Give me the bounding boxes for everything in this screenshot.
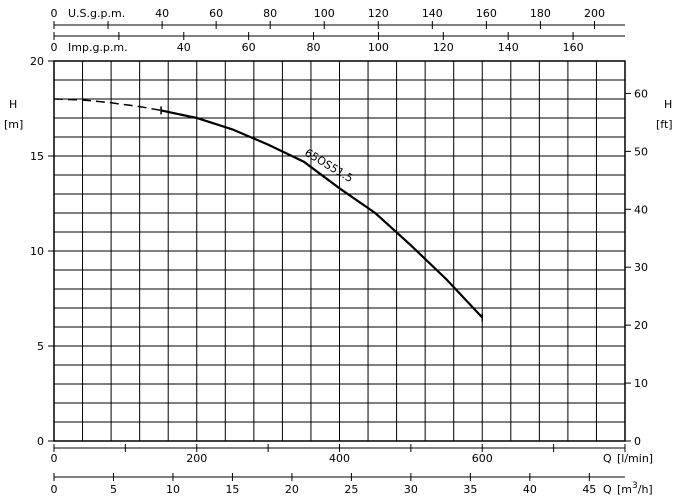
top-axis-us-gpm-tick-label: 80	[263, 7, 277, 20]
left-axis-unit: [m]	[4, 118, 23, 131]
right-axis-tick-label: 20	[634, 319, 648, 332]
bottom-axis-lmin-tick-label: 600	[472, 452, 493, 465]
bottom-axis-m3h-unit-suffix: /h]	[638, 483, 653, 496]
right-axis-tick-label: 10	[634, 377, 648, 390]
bottom-axis-m3h-tick-label: 20	[285, 483, 299, 496]
left-axis-tick-label: 10	[30, 245, 44, 258]
top-axis-imp-gpm-tick-label: 140	[498, 41, 519, 54]
bottom-axis-m3h-unit-prefix: [m	[617, 483, 632, 496]
bottom-axis-m3h-tick-label: 30	[404, 483, 418, 496]
left-axis-m: H [m] 0 5 10 15 20	[4, 55, 54, 448]
right-axis-ft: H [ft] 0 10 20 30 40 50 60	[625, 87, 673, 448]
left-axis-tick-label: 15	[30, 150, 44, 163]
top-axis-imp-gpm-label: Imp.g.p.m.	[68, 41, 128, 54]
top-axis-us-gpm-tick-label: 0	[51, 7, 58, 20]
bottom-axis-m3h-tick-label: 35	[463, 483, 477, 496]
bottom-axis-m3h-tick-label: 25	[344, 483, 358, 496]
right-axis-tick-label: 50	[634, 145, 648, 158]
bottom-axis-lmin-tick-label: 0	[51, 452, 58, 465]
bottom-axis-m3h-tick-label: 10	[166, 483, 180, 496]
bottom-axis-m3h-tick-label: 0	[51, 483, 58, 496]
top-axis-us-gpm-tick-label: 140	[422, 7, 443, 20]
bottom-axis-m3h-tick-label: 15	[225, 483, 239, 496]
top-axis-us-gpm-label: U.S.g.p.m.	[68, 7, 125, 20]
top-axis-imp-gpm-tick-label: 40	[177, 41, 191, 54]
right-axis-tick-label: 30	[634, 261, 648, 274]
top-axis-us-gpm-tick-label: 200	[584, 7, 605, 20]
bottom-axis-m3h-tick-label: 40	[523, 483, 537, 496]
right-axis-tick-label: 60	[634, 87, 648, 100]
top-axis-us-gpm-tick-label: 40	[155, 7, 169, 20]
left-axis-label: H	[9, 98, 17, 111]
bottom-axis-lmin-label: Q	[603, 452, 612, 465]
top-axis-imp-gpm: Imp.g.p.m. 0 40 60 80 100 120 140 160	[51, 32, 625, 54]
bottom-axis-m3h-label: Q	[603, 483, 612, 496]
left-axis-tick-label: 5	[37, 340, 44, 353]
top-axis-us-gpm-tick-label: 120	[368, 7, 389, 20]
right-axis-tick-label: 0	[634, 435, 641, 448]
bottom-axis-m3h-unit: [m3/h]	[617, 481, 653, 496]
top-axis-us-gpm-tick-label: 60	[209, 7, 223, 20]
bottom-axis-m3h-tick-label: 5	[110, 483, 117, 496]
bottom-axis-m3h: Q [m3/h] 0 5 10 15 20 25 30 35 40 45	[51, 473, 653, 496]
right-axis-label: H	[664, 98, 672, 111]
top-axis-us-gpm: U.S.g.p.m. 0 40 60 80 100 120 140 160 180 200	[51, 7, 625, 29]
top-axis-us-gpm-tick-label: 180	[530, 7, 551, 20]
left-axis-tick-label: 0	[37, 435, 44, 448]
bottom-axis-m3h-tick-label: 45	[582, 483, 596, 496]
top-axis-imp-gpm-tick-label: 0	[51, 41, 58, 54]
left-axis-tick-label: 20	[30, 55, 44, 68]
top-axis-imp-gpm-tick-label: 100	[368, 41, 389, 54]
series-curve-dashed	[53, 98, 162, 112]
right-axis-unit: [ft]	[656, 118, 673, 131]
bottom-axis-m3h-unit-sup: 3	[632, 481, 638, 491]
series-layer: 65OS51.5	[53, 98, 484, 322]
right-axis-tick-label: 40	[634, 203, 648, 216]
top-axis-imp-gpm-tick-label: 160	[563, 41, 584, 54]
bottom-axis-lmin-unit: [l/min]	[617, 452, 653, 465]
bottom-axis-lmin-tick-label: 400	[329, 452, 350, 465]
top-axis-us-gpm-tick-label: 160	[476, 7, 497, 20]
top-axis-imp-gpm-tick-label: 80	[307, 41, 321, 54]
chart-grid	[53, 60, 626, 442]
top-axis-imp-gpm-tick-label: 60	[242, 41, 256, 54]
bottom-axis-lmin: Q [l/min] 0 200 400 600	[51, 444, 653, 465]
top-axis-imp-gpm-tick-label: 120	[433, 41, 454, 54]
top-axis-us-gpm-tick-label: 100	[314, 7, 335, 20]
series-curve-solid	[160, 109, 484, 319]
bottom-axis-lmin-tick-label: 200	[186, 452, 207, 465]
